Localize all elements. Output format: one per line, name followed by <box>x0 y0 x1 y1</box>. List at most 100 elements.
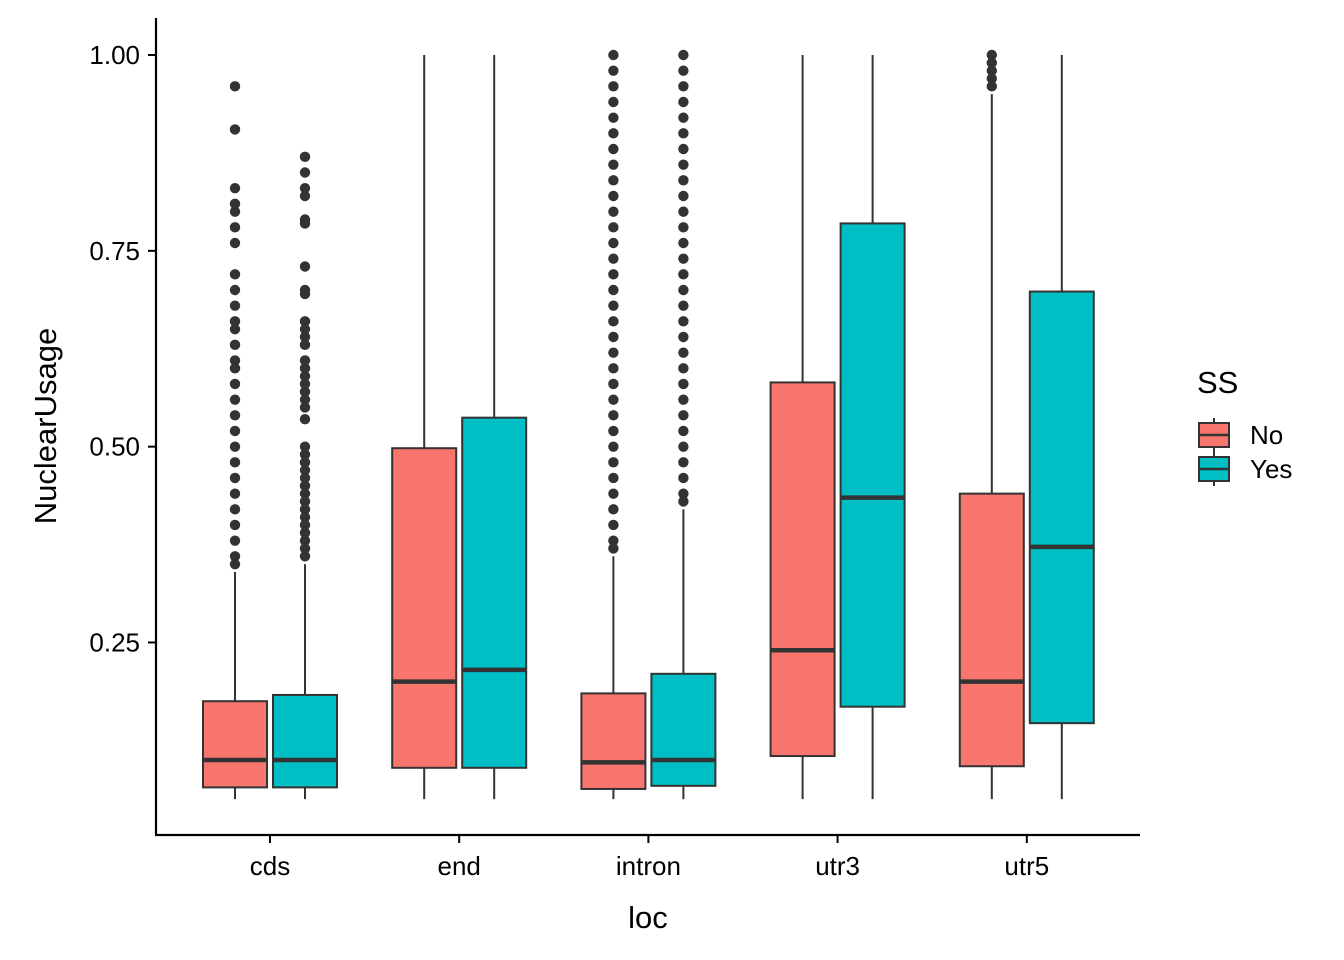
outlier-point <box>229 81 241 92</box>
outlier-point <box>678 222 689 233</box>
x-tick-label: utr5 <box>1004 851 1049 881</box>
outlier-point <box>299 441 311 452</box>
outlier-point <box>608 331 619 343</box>
outlier-point <box>299 288 311 300</box>
outlier-point <box>299 551 311 562</box>
outlier-point <box>229 558 241 570</box>
outlier-point <box>678 378 689 390</box>
outlier-point <box>678 143 689 155</box>
legend: SS No Yes <box>1197 365 1292 486</box>
outlier-point <box>229 339 241 351</box>
outlier-point <box>229 472 241 484</box>
outlier-point <box>299 323 311 335</box>
outlier-point <box>299 457 311 468</box>
outlier-point <box>608 425 619 437</box>
box-body <box>769 381 836 758</box>
outlier-point <box>986 81 997 92</box>
outlier-point <box>299 464 311 476</box>
outlier-point <box>608 112 619 123</box>
outlier-point <box>229 457 241 468</box>
outlier-point <box>299 449 311 460</box>
outlier-point <box>299 151 311 163</box>
box-body <box>580 692 647 790</box>
outlier-point <box>608 96 619 108</box>
outlier-point <box>229 237 241 249</box>
outlier-point <box>986 57 997 69</box>
outlier-point <box>299 339 311 351</box>
outlier-point <box>678 441 689 452</box>
legend-label: Yes <box>1250 454 1292 484</box>
legend-label: No <box>1250 420 1283 450</box>
outlier-point <box>229 519 241 531</box>
outlier-point <box>608 253 619 264</box>
box-utr5-no <box>958 49 1025 800</box>
outlier-point <box>299 527 311 539</box>
outlier-point <box>608 300 619 311</box>
x-tick-label: end <box>438 851 481 881</box>
outlier-point <box>229 425 241 437</box>
outlier-point <box>608 237 619 249</box>
outlier-point <box>678 96 689 108</box>
outlier-point <box>678 190 689 202</box>
x-tick-label: intron <box>616 851 681 881</box>
outlier-point <box>299 316 311 327</box>
box-cds-no <box>202 81 268 800</box>
outlier-point <box>678 394 689 405</box>
outlier-point <box>299 504 311 515</box>
outlier-point <box>678 410 689 421</box>
outlier-point <box>229 182 241 194</box>
outlier-point <box>678 112 689 123</box>
y-axis-title: NuclearUsage <box>28 328 63 524</box>
outlier-point <box>678 237 689 249</box>
outlier-point <box>608 316 619 327</box>
outlier-point <box>299 190 311 202</box>
outlier-point <box>299 535 311 546</box>
outlier-point <box>678 488 689 499</box>
outlier-point <box>299 218 311 229</box>
outlier-point <box>229 363 241 374</box>
outlier-point <box>229 504 241 515</box>
outlier-point <box>608 363 619 374</box>
outlier-point <box>678 363 689 374</box>
outlier-point <box>299 261 311 272</box>
outlier-point <box>229 300 241 311</box>
y-tick-label: 0.25 <box>89 627 140 657</box>
outlier-point <box>229 222 241 233</box>
outlier-point <box>299 355 311 366</box>
outlier-point <box>229 124 241 135</box>
outlier-point <box>678 457 689 468</box>
outlier-point <box>299 182 311 194</box>
legend-item-yes: Yes <box>1198 452 1292 486</box>
outlier-point <box>986 73 997 84</box>
outlier-point <box>299 496 311 507</box>
box-body <box>839 222 906 708</box>
legend-title: SS <box>1197 365 1238 400</box>
outlier-point <box>299 386 311 398</box>
outlier-point <box>229 378 241 390</box>
outlier-point <box>678 496 689 507</box>
box-end-yes <box>461 55 528 800</box>
outlier-point <box>299 488 311 499</box>
outlier-point <box>678 347 689 358</box>
outlier-point <box>229 206 241 217</box>
outlier-point <box>229 535 241 546</box>
legend-item-no: No <box>1198 418 1283 452</box>
outlier-point <box>608 190 619 202</box>
outlier-point <box>229 269 241 280</box>
x-tick-label: cds <box>250 851 290 881</box>
outlier-point <box>229 410 241 421</box>
box-intron-yes <box>650 49 717 800</box>
outlier-point <box>229 394 241 405</box>
outlier-point <box>678 284 689 296</box>
outlier-point <box>299 519 311 531</box>
outlier-point <box>229 551 241 562</box>
box-body <box>202 700 268 789</box>
outlier-point <box>678 253 689 264</box>
outlier-point <box>229 355 241 366</box>
outlier-point <box>678 49 689 61</box>
box-end-no <box>391 55 458 800</box>
box-body <box>391 447 458 769</box>
axes: 0.25 0.50 0.75 1.00 cds end intron utr3 utr5 <box>89 18 1140 881</box>
box-body <box>461 416 528 769</box>
outlier-point <box>608 175 619 186</box>
